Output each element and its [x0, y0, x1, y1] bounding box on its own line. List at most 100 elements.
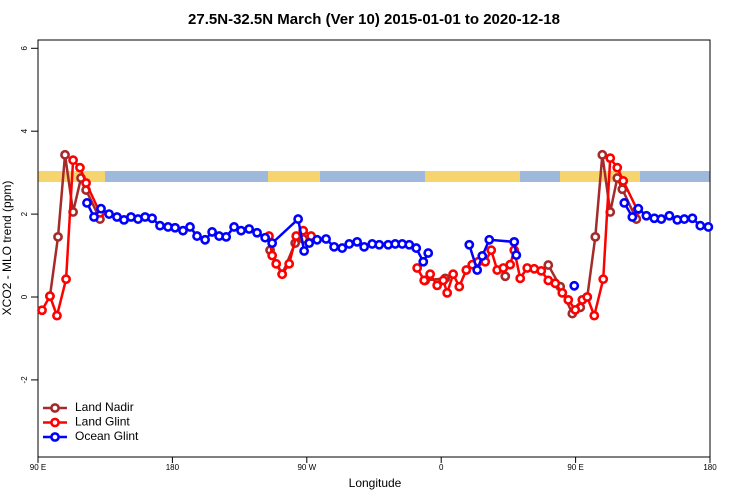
x-tick-label: 90 W [297, 463, 316, 472]
data-point [359, 241, 370, 252]
data-point [299, 246, 310, 256]
data-point [664, 210, 675, 221]
data-point [104, 209, 114, 219]
data-point [472, 265, 483, 275]
data-point [284, 258, 295, 269]
data-point [68, 155, 78, 166]
data-point [374, 239, 385, 250]
y-tick-label: 6 [20, 46, 29, 51]
data-point [337, 243, 348, 253]
data-point [543, 260, 554, 270]
data-point [505, 259, 516, 270]
data-point [312, 234, 323, 245]
data-point [570, 304, 581, 315]
legend-label: Land Glint [75, 415, 130, 429]
data-point [461, 265, 472, 275]
data-point [597, 149, 608, 160]
data-point [464, 239, 475, 250]
data-point [612, 162, 623, 173]
data-point [598, 274, 609, 285]
y-axis-label: XCO2 - MLO trend (ppm) [0, 181, 14, 316]
data-point [155, 220, 165, 231]
data-point [486, 245, 497, 256]
plot-frame [37, 39, 711, 458]
data-point [37, 305, 47, 316]
data-point [419, 275, 430, 286]
data-point [267, 238, 278, 249]
data-point [550, 278, 561, 289]
data-point [590, 231, 601, 242]
data-point [89, 212, 99, 222]
data-point [477, 251, 488, 261]
data-point [60, 149, 70, 160]
data-point [229, 222, 239, 232]
data-point [271, 258, 282, 269]
data-point [147, 213, 157, 224]
data-point [185, 222, 195, 232]
data-point [619, 198, 630, 208]
data-point [627, 212, 638, 222]
data-point [200, 234, 211, 245]
data-point [221, 231, 232, 242]
data-point [81, 178, 91, 188]
data-point [45, 291, 55, 302]
x-tick-label: 0 [439, 463, 444, 472]
data-point [438, 275, 449, 286]
x-tick-label: 90 E [30, 463, 46, 472]
y-tick-label: -2 [20, 376, 29, 384]
data-point [244, 224, 255, 234]
x-tick-label: 180 [166, 463, 180, 472]
data-point [509, 236, 520, 247]
legend-marker [50, 432, 60, 442]
data-point [618, 176, 629, 186]
data-point [412, 263, 423, 273]
data-point [582, 292, 593, 302]
data-point [293, 214, 304, 224]
data-point [536, 265, 547, 276]
data-point [52, 310, 62, 321]
x-axis-label: Longitude [349, 476, 402, 490]
data-point [687, 213, 698, 224]
data-point [703, 222, 714, 232]
y-tick-label: 0 [20, 294, 29, 299]
data-point [321, 234, 331, 244]
data-point [500, 271, 511, 282]
data-point [569, 280, 580, 291]
data-point [96, 203, 106, 214]
data-point [589, 310, 600, 321]
data-point [557, 287, 568, 298]
data-point [344, 239, 355, 249]
data-point [425, 269, 436, 280]
data-point [277, 269, 288, 280]
y-tick-label: 4 [20, 128, 29, 133]
data-point [207, 227, 218, 237]
data-point [260, 232, 271, 243]
data-point [75, 162, 85, 173]
data-point [656, 214, 667, 224]
data-point [236, 225, 246, 236]
data-point [170, 222, 180, 233]
ocean-band [38, 171, 710, 182]
data-point [291, 231, 302, 241]
data-point [329, 241, 340, 252]
data-point [695, 220, 706, 231]
data-point [563, 294, 574, 305]
data-point [418, 256, 429, 267]
land-band [425, 171, 520, 182]
x-tick-label: 180 [703, 463, 717, 472]
data-point [511, 250, 522, 261]
data-point [304, 238, 315, 249]
legend-marker [50, 417, 60, 428]
data-point [515, 273, 526, 284]
legend-marker [50, 403, 60, 413]
land-band [268, 171, 320, 182]
legend-label: Land Nadir [75, 400, 134, 414]
data-point [423, 248, 434, 258]
data-point [605, 153, 616, 164]
data-point [454, 281, 465, 292]
data-point [352, 236, 363, 247]
data-point [61, 274, 71, 285]
data-point [442, 287, 453, 298]
data-point [252, 227, 262, 238]
data-point [641, 210, 652, 221]
